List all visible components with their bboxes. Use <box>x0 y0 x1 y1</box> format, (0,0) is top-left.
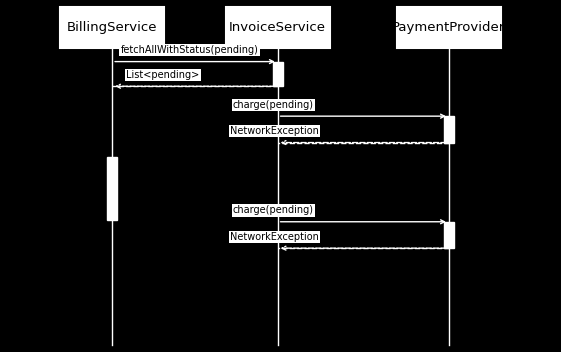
Bar <box>61 7 164 48</box>
Bar <box>444 222 454 248</box>
Text: charge(pending): charge(pending) <box>233 100 314 110</box>
Bar <box>444 116 454 143</box>
Text: BillingService: BillingService <box>67 21 158 34</box>
Bar <box>107 157 117 220</box>
Text: List<pending>: List<pending> <box>126 70 200 80</box>
Text: NetworkException: NetworkException <box>230 232 319 242</box>
Text: PaymentProvider: PaymentProvider <box>392 21 505 34</box>
Bar <box>273 62 283 86</box>
Bar <box>226 7 329 48</box>
Text: InvoiceService: InvoiceService <box>229 21 326 34</box>
Text: charge(pending): charge(pending) <box>233 206 314 215</box>
Bar <box>397 7 501 48</box>
Text: fetchAllWithStatus(pending): fetchAllWithStatus(pending) <box>121 45 259 55</box>
Text: NetworkException: NetworkException <box>230 126 319 136</box>
